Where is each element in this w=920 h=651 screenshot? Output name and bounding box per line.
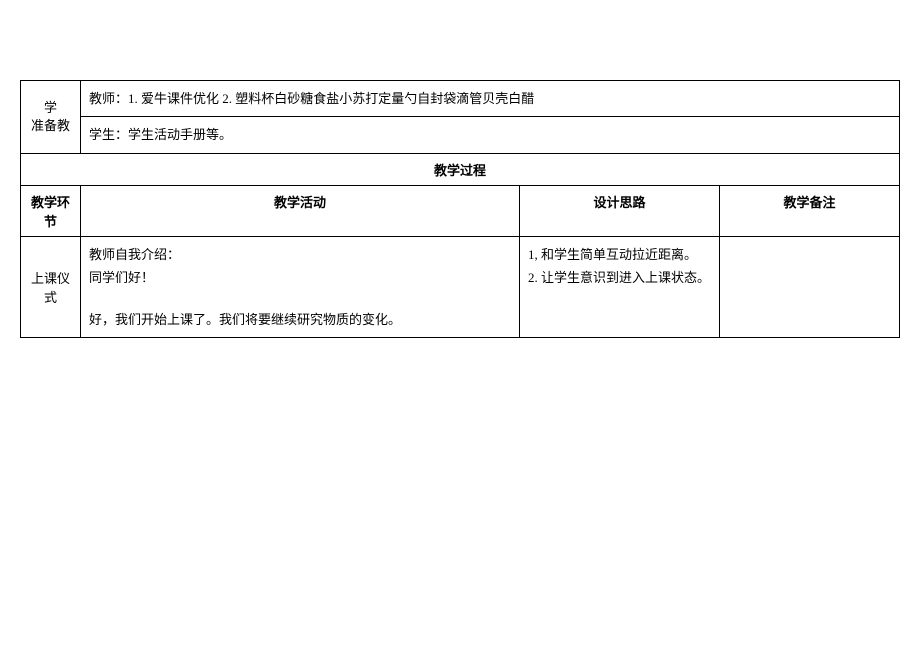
activity-cell: 教师自我介绍： 同学们好！ 好，我们开始上课了。我们将要继续研究物质的变化。	[81, 236, 520, 337]
prep-label-2: 准备教	[27, 117, 74, 135]
activity-line-1: 教师自我介绍：	[89, 243, 511, 266]
header-env: 教学环节	[21, 185, 81, 236]
header-activity: 教学活动	[81, 185, 520, 236]
process-title: 教学过程	[21, 153, 900, 185]
thinking-line-1: 1, 和学生简单互动拉近距离。	[528, 243, 711, 266]
content-row-1: 上课仪式 教师自我介绍： 同学们好！ 好，我们开始上课了。我们将要继续研究物质的…	[21, 236, 900, 337]
thinking-line-2: 2. 让学生意识到进入上课状态。	[528, 266, 711, 289]
process-header-row: 教学环节 教学活动 设计思路 教学备注	[21, 185, 900, 236]
env-cell: 上课仪式	[21, 236, 81, 337]
activity-line-2: 同学们好！	[89, 266, 511, 289]
prep-row-teacher: 学 准备教 教师：1. 爱牛课件优化 2. 塑料杯白砂糖食盐小苏打定量勺自封袋滴…	[21, 81, 900, 117]
notes-cell	[720, 236, 900, 337]
thinking-cell: 1, 和学生简单互动拉近距离。 2. 让学生意识到进入上课状态。	[520, 236, 720, 337]
prep-student-cell: 学生：学生活动手册等。	[81, 117, 900, 153]
prep-teacher-cell: 教师：1. 爱牛课件优化 2. 塑料杯白砂糖食盐小苏打定量勺自封袋滴管贝壳白醋	[81, 81, 900, 117]
header-thinking: 设计思路	[520, 185, 720, 236]
prep-label-cell: 学 准备教	[21, 81, 81, 154]
prep-row-student: 学生：学生活动手册等。	[21, 117, 900, 153]
prep-label-1: 学	[27, 99, 74, 117]
activity-spacer	[89, 290, 511, 308]
lesson-plan-table: 学 准备教 教师：1. 爱牛课件优化 2. 塑料杯白砂糖食盐小苏打定量勺自封袋滴…	[20, 80, 900, 338]
activity-line-3: 好，我们开始上课了。我们将要继续研究物质的变化。	[89, 308, 511, 331]
header-notes: 教学备注	[720, 185, 900, 236]
process-title-row: 教学过程	[21, 153, 900, 185]
